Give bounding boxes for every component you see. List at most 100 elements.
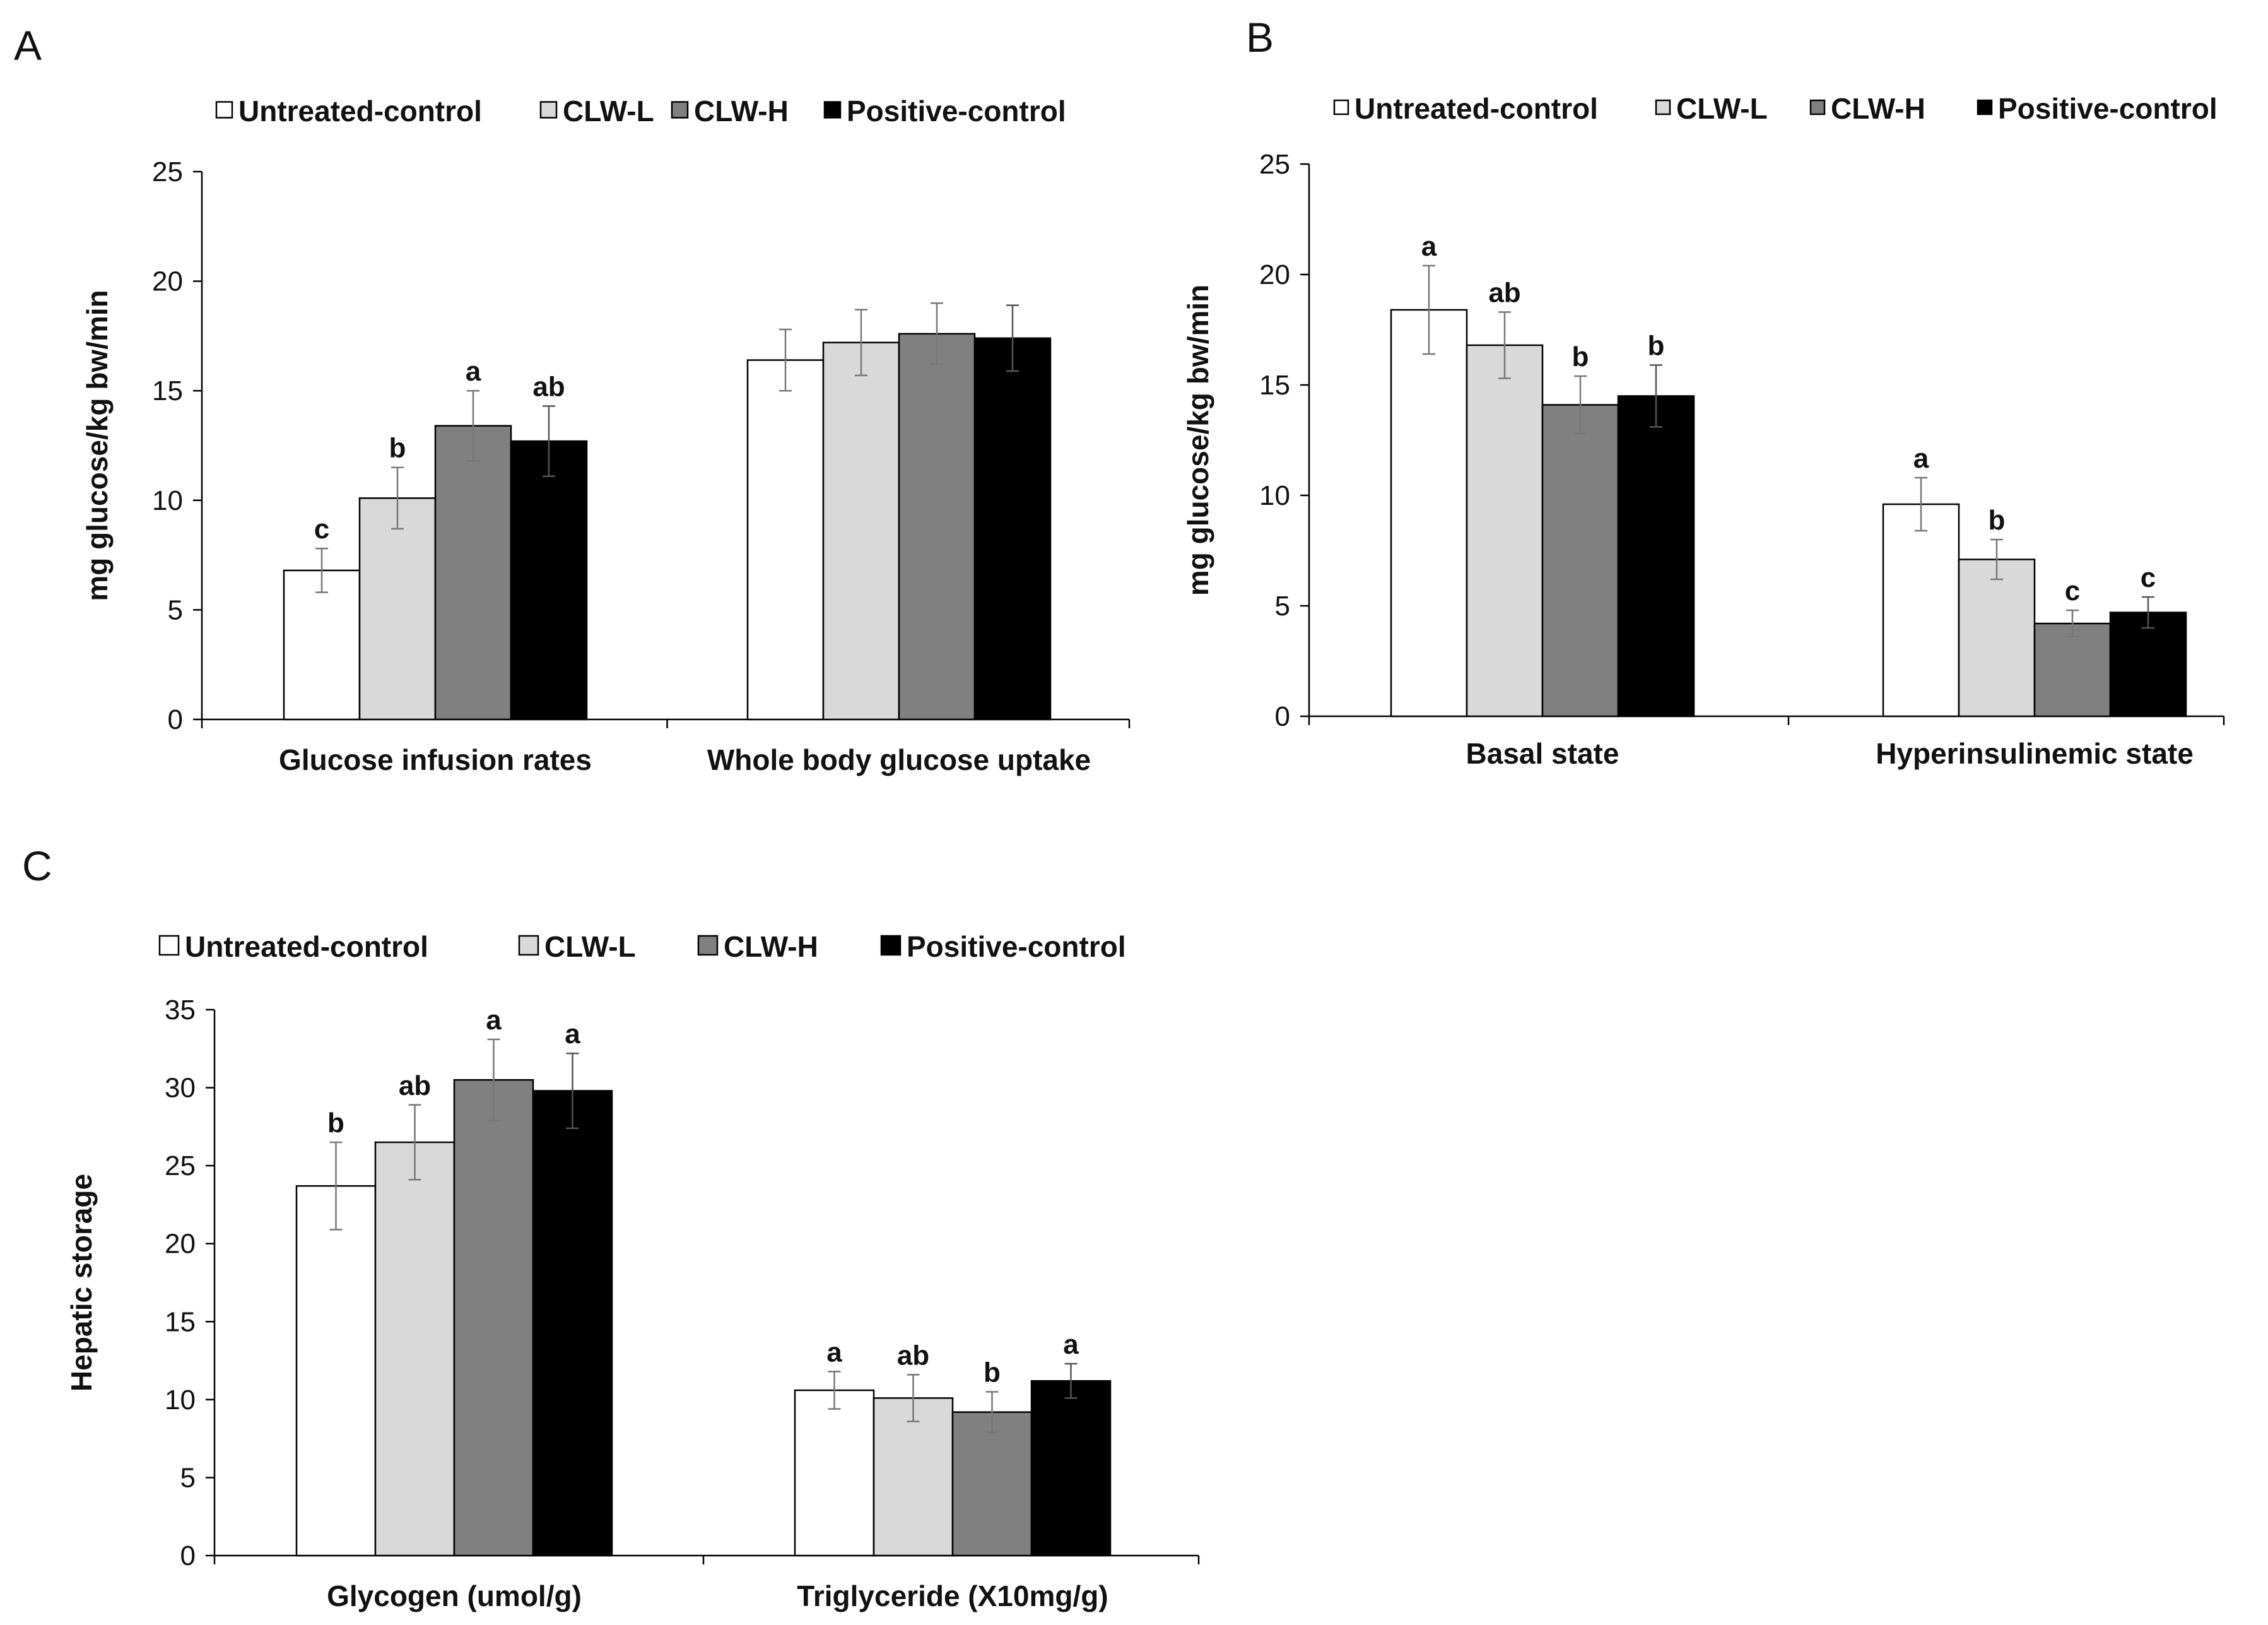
category-label: Basal state — [1466, 737, 1619, 770]
legend-swatch — [1655, 99, 1671, 115]
y-axis-label: mg glucose/kg bw/min — [1182, 285, 1214, 596]
significance-label: a — [1063, 1329, 1079, 1360]
bar — [951, 1411, 1033, 1557]
bar — [1617, 395, 1695, 718]
legend-label: CLW-L — [563, 95, 654, 127]
category-label: Glycogen (umol/g) — [327, 1580, 582, 1612]
y-axis-label: Hepatic storage — [65, 1174, 98, 1392]
y-tick-label: 15 — [1259, 370, 1290, 401]
significance-label: b — [984, 1357, 1001, 1388]
legend-swatch — [697, 935, 719, 956]
y-tick-label: 25 — [1259, 149, 1290, 180]
bar — [532, 1090, 613, 1557]
category-label: Hyperinsulinemic state — [1876, 737, 2194, 770]
legend-swatch — [1333, 99, 1349, 115]
y-tick-label: 25 — [152, 157, 183, 187]
bar — [794, 1389, 875, 1557]
panel-b: B Untreated-control CLW-L CLW-H Positive-con… — [1182, 14, 2225, 770]
legend-swatch — [158, 935, 180, 956]
bar — [453, 1078, 534, 1557]
y-tick-label: 20 — [165, 1229, 196, 1260]
bar — [1541, 404, 1619, 718]
y-tick-label: 0 — [168, 704, 183, 735]
y-tick-label: 15 — [165, 1306, 196, 1337]
y-tick-label: 10 — [152, 485, 183, 516]
y-axis-label: mg glucose/kg bw/min — [81, 290, 114, 601]
legend-swatch — [215, 101, 233, 119]
significance-label: b — [389, 433, 406, 464]
y-tick-label: 10 — [1259, 480, 1290, 511]
legend-swatch — [1809, 99, 1826, 115]
bar — [1030, 1380, 1112, 1557]
legend-label: CLW-H — [724, 930, 818, 963]
panel-letter: A — [14, 22, 42, 69]
category-label: Glucose infusion rates — [279, 743, 592, 776]
significance-label: ab — [897, 1340, 929, 1371]
panel-letter: B — [1246, 14, 1274, 61]
y-tick-label: 0 — [1275, 701, 1290, 732]
y-tick-label: 10 — [165, 1385, 196, 1415]
legend-label: Positive-control — [847, 95, 1066, 127]
legend-swatch — [539, 101, 558, 119]
legend-swatch — [823, 101, 842, 119]
bar — [295, 1185, 377, 1557]
bar — [1882, 503, 1960, 718]
bar — [1390, 309, 1468, 718]
legend-label: CLW-H — [1831, 92, 1925, 125]
y-tick-label: 35 — [165, 995, 196, 1025]
y-tick-label: 5 — [168, 594, 183, 625]
significance-label: b — [327, 1108, 344, 1138]
bar — [746, 359, 825, 721]
bar — [2109, 612, 2187, 718]
bar — [510, 440, 588, 721]
panel-c: C Untreated-control CLW-L CLW-H Positive-con… — [22, 842, 1200, 1612]
bar — [1958, 558, 2036, 718]
y-tick-label: 20 — [152, 266, 183, 297]
y-tick-label: 30 — [165, 1073, 196, 1104]
category-label: Triglyceride (X10mg/g) — [797, 1580, 1108, 1612]
bar — [358, 497, 437, 721]
bar — [973, 337, 1052, 721]
bar — [434, 425, 512, 721]
bar — [898, 333, 976, 721]
category-label: Whole body glucose uptake — [707, 743, 1091, 776]
significance-label: a — [486, 1005, 502, 1036]
y-tick-label: 15 — [152, 375, 183, 406]
legend-swatch — [518, 935, 539, 956]
legend-swatch — [1977, 99, 1993, 115]
significance-label: b — [1572, 341, 1589, 372]
significance-label: ab — [399, 1070, 431, 1101]
significance-label: a — [466, 356, 481, 387]
legend-label: Positive-control — [907, 930, 1126, 963]
bar — [822, 341, 900, 721]
significance-label: a — [826, 1337, 842, 1368]
y-tick-label: 25 — [165, 1150, 196, 1181]
significance-label: a — [565, 1019, 580, 1049]
significance-label: c — [2141, 562, 2156, 593]
legend-label: Untreated-control — [1354, 92, 1598, 125]
significance-label: c — [2065, 576, 2080, 606]
y-tick-label: 20 — [1259, 259, 1290, 290]
legend-label: Untreated-control — [185, 930, 428, 963]
significance-label: ab — [532, 372, 565, 403]
legend-label: Positive-control — [1998, 92, 2218, 125]
bar — [283, 569, 361, 721]
significance-label: b — [1989, 505, 2006, 536]
bar — [873, 1397, 954, 1557]
significance-label: c — [314, 514, 329, 545]
y-tick-label: 5 — [180, 1462, 196, 1493]
legend-label: Untreated-control — [238, 95, 482, 127]
legend-swatch — [671, 101, 689, 119]
legend-swatch — [880, 935, 902, 956]
bar — [1466, 344, 1544, 718]
significance-label: a — [1421, 231, 1437, 262]
legend-label: CLW-H — [694, 95, 789, 127]
legend-label: CLW-L — [544, 930, 636, 963]
legend-label: CLW-L — [1676, 92, 1768, 125]
significance-label: b — [1648, 331, 1665, 362]
y-tick-label: 0 — [180, 1540, 196, 1571]
significance-label: a — [1913, 443, 1929, 474]
bar — [374, 1141, 455, 1557]
bar — [2033, 622, 2112, 718]
